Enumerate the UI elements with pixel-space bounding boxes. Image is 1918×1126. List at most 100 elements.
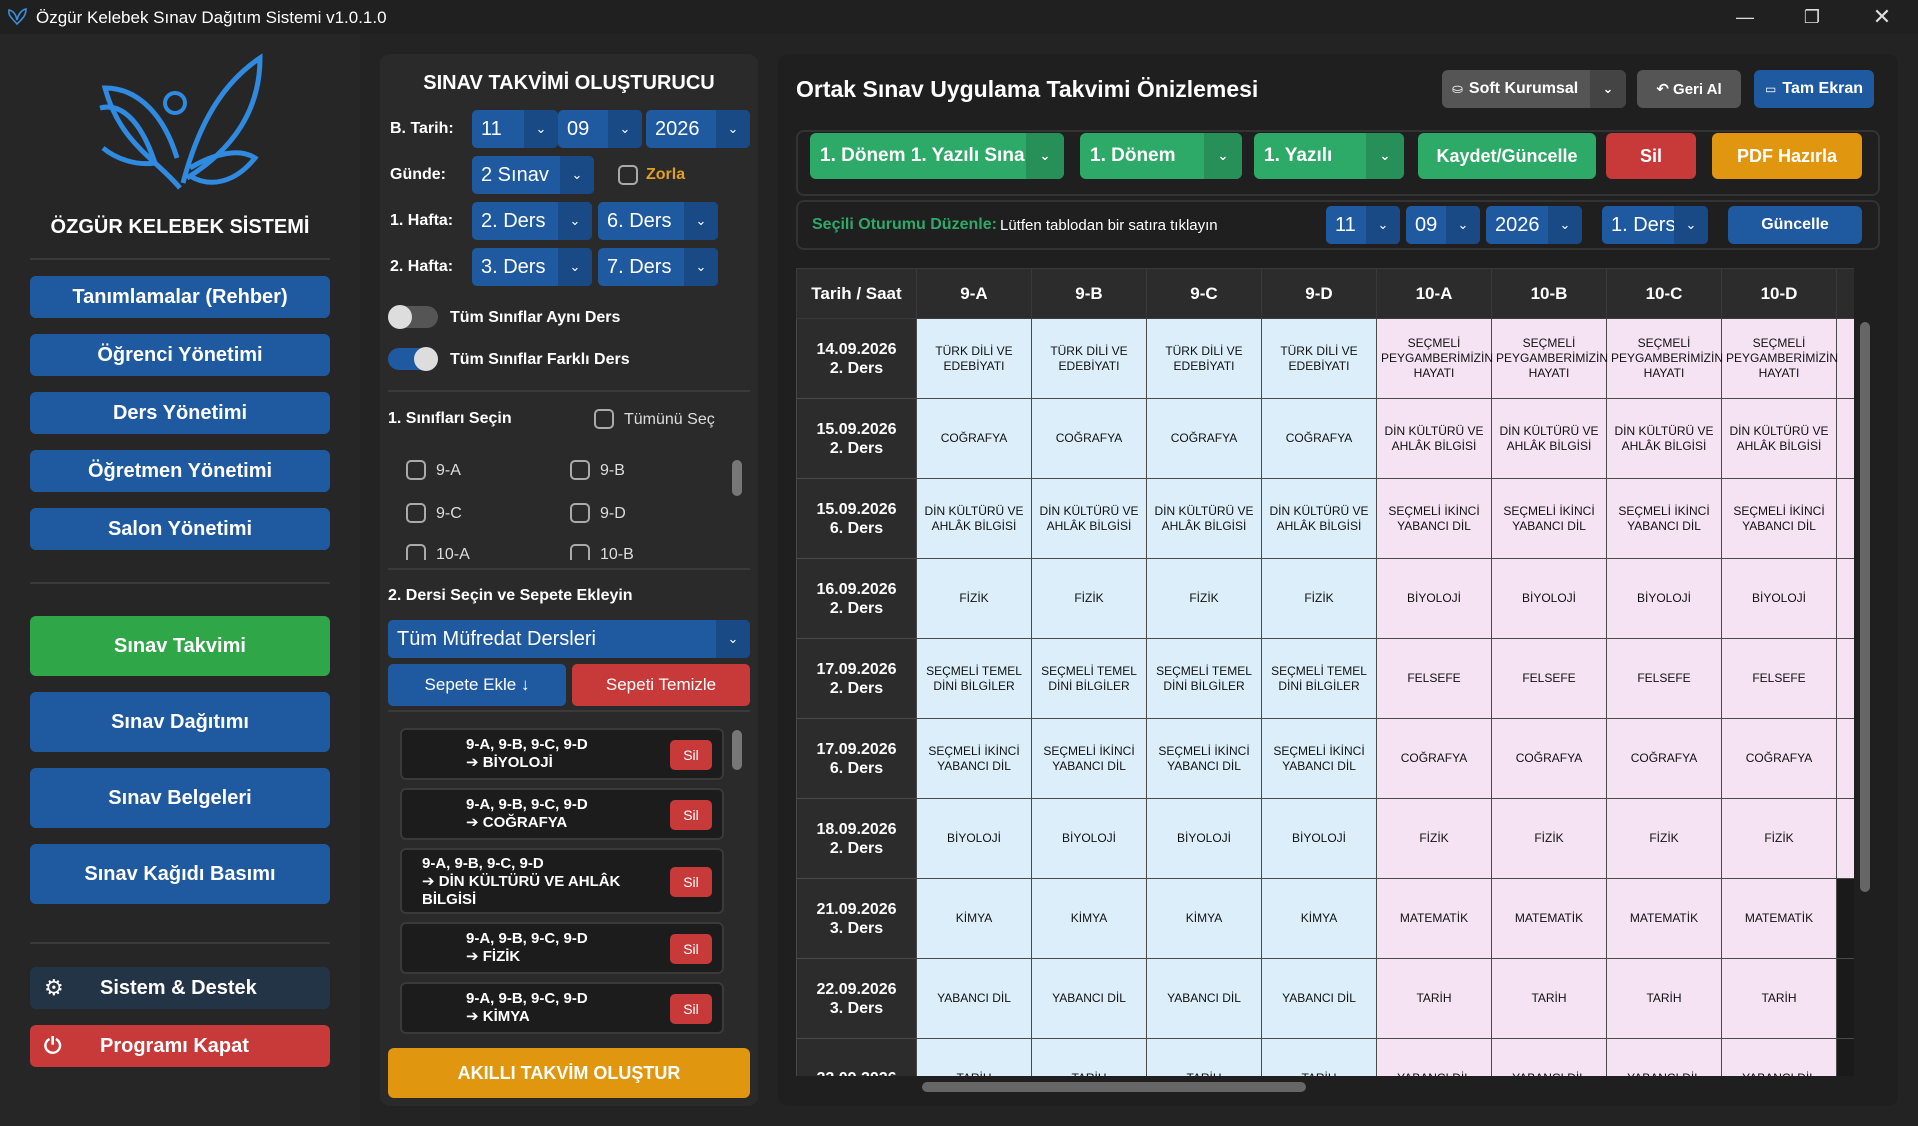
undo-button[interactable]: ↶ Geri Al (1637, 70, 1741, 108)
date-cell[interactable]: 16.09.2026 2. Ders (796, 558, 917, 639)
course-cell[interactable]: SEÇMELİ İKİNCİ YABANCI DİL (1261, 718, 1377, 799)
table-row[interactable]: 21.09.2026 3. Ders KİMYA KİMYA KİMYA KİMYA MAT… (796, 878, 1854, 959)
maximize-icon[interactable]: ❐ (1803, 6, 1821, 27)
date-cell[interactable]: 22.09.2026 3. Ders (796, 958, 917, 1039)
course-cell[interactable]: TÜRK DİLİ VE EDEBİYATI (916, 318, 1032, 399)
course-cell[interactable]: FELSEFE (1376, 638, 1492, 719)
course-cell[interactable]: SEÇMELİ TEMEL DİNİ BİLGİLER (1031, 638, 1147, 719)
date-cell[interactable]: 22.09.2026 (796, 1038, 917, 1076)
course-cell[interactable]: COĞRAFYA (1031, 398, 1147, 479)
course-cell[interactable]: COĞRAFYA (1491, 718, 1607, 799)
course-cell[interactable]: FELSEFE (1721, 638, 1837, 719)
table-row[interactable]: 17.09.2026 2. Ders SEÇMELİ TEMEL DİNİ BİLG… (796, 638, 1854, 719)
course-cell[interactable]: DİN KÜLTÜRÜ VE AHLÂK BİLGİSİ (1376, 398, 1492, 479)
table-row[interactable]: 17.09.2026 6. Ders SEÇMELİ İKİNCİ YABANCI … (796, 718, 1854, 799)
course-cell[interactable]: TARİH (1721, 958, 1837, 1039)
course-cell[interactable]: TÜRK DİLİ VE EDEBİYATI (1146, 318, 1262, 399)
nav-students[interactable]: Öğrenci Yönetimi (30, 334, 330, 376)
course-cell[interactable]: TARİH (916, 1038, 1032, 1076)
table-row[interactable]: 15.09.2026 6. Ders DİN KÜLTÜRÜ VE AHLÂK Bİ… (796, 478, 1854, 559)
table-horizontal-scrollbar[interactable] (922, 1082, 1306, 1092)
exam-type-select[interactable]: 1. Yazılı ⌄ (1254, 133, 1404, 179)
column-header[interactable]: 9-D (1261, 268, 1377, 319)
date-cell[interactable]: 14.09.2026 2. Ders (796, 318, 917, 399)
close-icon[interactable]: ✕ (1872, 4, 1892, 29)
nav-halls[interactable]: Salon Yönetimi (30, 508, 330, 550)
course-cell[interactable]: COĞRAFYA (1721, 718, 1837, 799)
cart-delete-button[interactable]: Sil (670, 800, 712, 830)
course-cell[interactable]: MATEMATİK (1606, 878, 1722, 959)
course-cell[interactable]: TARİH (1606, 958, 1722, 1039)
edit-year-select[interactable]: 2026 ⌄ (1486, 206, 1582, 244)
course-cell[interactable]: YABANCI DİL (916, 958, 1032, 1039)
course-cell[interactable]: SEÇMELİ İKİNCİ YABANCI DİL (916, 718, 1032, 799)
course-cell[interactable]: SEÇMELİ İKİNCİ YABANCI DİL (1721, 478, 1837, 559)
course-cell[interactable]: SEÇMELİ İKİNCİ YABANCI DİL (1031, 718, 1147, 799)
course-cell[interactable]: BİYOLOJİ (1721, 558, 1837, 639)
class-checkbox-9c[interactable] (406, 503, 426, 523)
course-cell[interactable]: COĞRAFYA (916, 398, 1032, 479)
class-checkbox-9d[interactable] (570, 503, 590, 523)
course-cell[interactable]: YABANCI DİL (1491, 1038, 1607, 1076)
generate-calendar-button[interactable]: AKILLI TAKVİM OLUŞTUR (388, 1048, 750, 1098)
edit-period-select[interactable]: 1. Ders ⌄ (1602, 206, 1708, 244)
class-checkbox-9a[interactable] (406, 460, 426, 480)
table-row[interactable]: 15.09.2026 2. Ders COĞRAFYA COĞRAFYA COĞRAFY… (796, 398, 1854, 479)
week2-second-select[interactable]: 7. Ders ⌄ (598, 248, 718, 286)
table-row[interactable]: 18.09.2026 2. Ders BİYOLOJİ BİYOLOJİ BİYOLOJ… (796, 798, 1854, 879)
nav-teachers[interactable]: Öğretmen Yönetimi (30, 450, 330, 492)
course-cell[interactable]: YABANCI DİL (1606, 1038, 1722, 1076)
add-to-cart-button[interactable]: Sepete Ekle ↓ (388, 664, 566, 706)
class-checkbox-9b[interactable] (570, 460, 590, 480)
course-cell[interactable]: FİZİK (916, 558, 1032, 639)
class-checkbox-10a[interactable] (406, 544, 426, 560)
week2-first-select[interactable]: 3. Ders ⌄ (472, 248, 592, 286)
course-cell[interactable]: FELSEFE (1491, 638, 1607, 719)
course-cell[interactable]: TARİH (1491, 958, 1607, 1039)
course-cell[interactable]: TÜRK DİLİ VE EDEBİYATI (1261, 318, 1377, 399)
course-cell[interactable]: SEÇMELİ İKİNCİ YABANCI DİL (1376, 478, 1492, 559)
edit-day-select[interactable]: 11 ⌄ (1326, 206, 1400, 244)
exit-button[interactable]: ⏻ Programı Kapat (30, 1025, 330, 1067)
course-cell[interactable]: BİYOLOJİ (916, 798, 1032, 879)
date-cell[interactable]: 15.09.2026 6. Ders (796, 478, 917, 559)
course-cell[interactable]: TARİH (1261, 1038, 1377, 1076)
column-header[interactable]: 10-B (1491, 268, 1607, 319)
course-cell[interactable]: SEÇMELİ TEMEL DİNİ BİLGİLER (1146, 638, 1262, 719)
course-cell[interactable]: KİMYA (916, 878, 1032, 959)
course-cell[interactable]: YABANCI DİL (1721, 1038, 1837, 1076)
date-cell[interactable]: 21.09.2026 3. Ders (796, 878, 917, 959)
course-cell[interactable]: MATEMATİK (1721, 878, 1837, 959)
course-cell[interactable]: DİN KÜLTÜRÜ VE AHLÂK BİLGİSİ (1031, 478, 1147, 559)
column-header[interactable]: 9-A (916, 268, 1032, 319)
course-cell[interactable]: DİN KÜLTÜRÜ VE AHLÂK BİLGİSİ (1261, 478, 1377, 559)
class-list-scrollbar[interactable] (732, 460, 742, 496)
course-cell[interactable]: BİYOLOJİ (1606, 558, 1722, 639)
course-cell[interactable]: BİYOLOJİ (1261, 798, 1377, 879)
clear-cart-button[interactable]: Sepeti Temizle (572, 664, 750, 706)
course-cell[interactable]: DİN KÜLTÜRÜ VE AHLÂK BİLGİSİ (1146, 478, 1262, 559)
table-vertical-scrollbar[interactable] (1860, 322, 1870, 892)
date-cell[interactable]: 15.09.2026 2. Ders (796, 398, 917, 479)
curriculum-select[interactable]: Tüm Müfredat Dersleri ⌄ (388, 620, 750, 658)
course-cell[interactable]: YABANCI DİL (1376, 1038, 1492, 1076)
course-cell[interactable]: TARİH (1146, 1038, 1262, 1076)
cart-delete-button[interactable]: Sil (670, 934, 712, 964)
course-cell[interactable]: YABANCI DİL (1031, 958, 1147, 1039)
same-course-toggle[interactable] (388, 305, 438, 329)
course-cell[interactable]: KİMYA (1031, 878, 1147, 959)
column-header[interactable]: 9-B (1031, 268, 1147, 319)
nav-exam-printing[interactable]: Sınav Kağıdı Basımı (30, 844, 330, 904)
per-day-select[interactable]: 2 Sınav ⌄ (472, 156, 594, 194)
save-update-button[interactable]: Kaydet/Güncelle (1418, 133, 1596, 179)
different-course-toggle[interactable] (388, 347, 438, 371)
course-cell[interactable]: SEÇMELİ PEYGAMBERİMİZİN HAYATI (1721, 318, 1838, 399)
nav-courses[interactable]: Ders Yönetimi (30, 392, 330, 434)
course-cell[interactable]: MATEMATİK (1376, 878, 1492, 959)
select-all-checkbox[interactable] (594, 409, 614, 429)
date-cell[interactable]: 18.09.2026 2. Ders (796, 798, 917, 879)
nav-definitions[interactable]: Tanımlamalar (Rehber) (30, 276, 330, 318)
course-cell[interactable]: COĞRAFYA (1376, 718, 1492, 799)
force-checkbox[interactable] (618, 165, 638, 185)
course-cell[interactable]: FİZİK (1376, 798, 1492, 879)
